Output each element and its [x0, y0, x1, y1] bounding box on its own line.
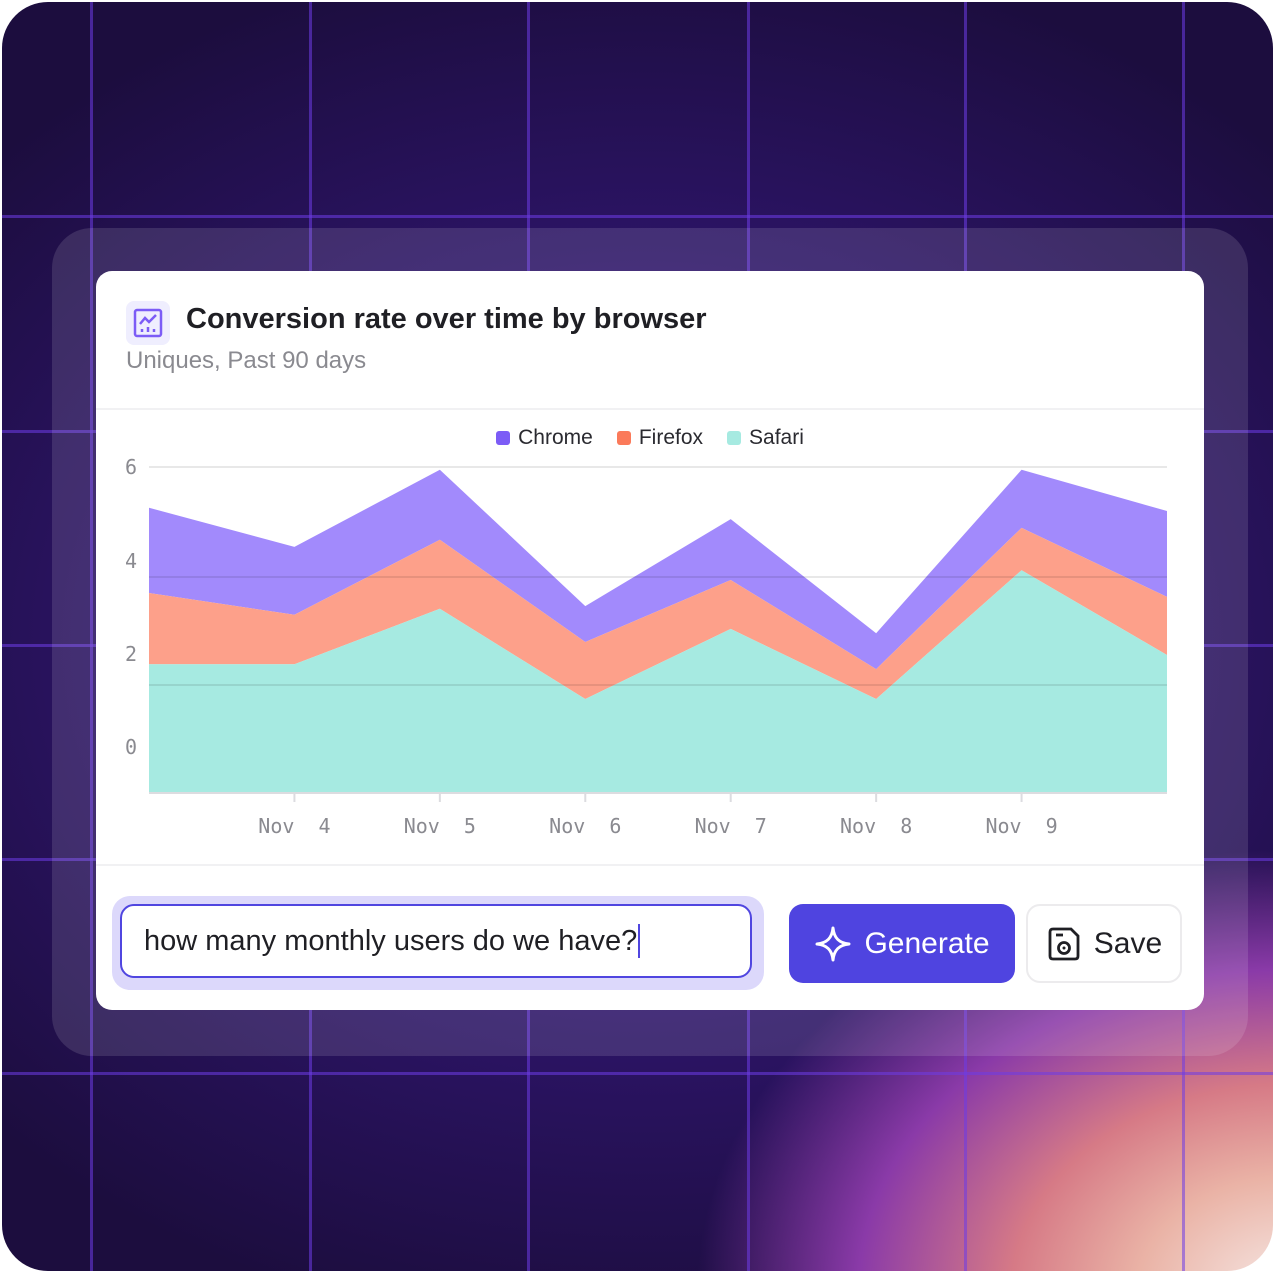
y-tick-label: 2 [125, 642, 137, 666]
save-button[interactable]: Save [1026, 904, 1182, 983]
x-tick-label: Nov 7 [695, 814, 767, 838]
divider [96, 408, 1204, 410]
area-firefox [149, 527, 1167, 700]
legend-swatch [496, 431, 511, 445]
legend-label: Firefox [638, 426, 704, 449]
x-tick-label: Nov 4 [258, 814, 330, 838]
x-tick-label: Nov 6 [549, 814, 621, 838]
line-chart-icon [126, 301, 170, 345]
legend-label: Chrome [518, 426, 593, 449]
generate-button[interactable]: Generate [789, 904, 1015, 983]
y-tick-label: 0 [125, 735, 137, 759]
grid-line [2, 1072, 1273, 1075]
x-tick-label: Nov 5 [404, 814, 476, 838]
x-tick-label: Nov 9 [985, 814, 1057, 838]
x-tick-label: Nov 8 [840, 814, 912, 838]
legend-swatch [616, 431, 631, 445]
grid-line [2, 215, 1273, 218]
query-input[interactable]: how many monthly users do we have? [120, 904, 752, 978]
chart-title: Conversion rate over time by browser [186, 303, 707, 335]
generate-label: Generate [864, 926, 990, 960]
save-label: Save [1093, 926, 1163, 960]
grid-line [90, 2, 93, 1271]
sparkle-icon [815, 926, 851, 961]
divider [96, 864, 1204, 866]
legend: Chrome Firefox Safari [96, 426, 1204, 450]
chart-subtitle: Uniques, Past 90 days [126, 347, 367, 374]
legend-swatch [727, 431, 742, 445]
legend-label: Safari [749, 426, 804, 449]
area-safari [149, 570, 1167, 793]
query-input-value: how many monthly users do we have? [144, 924, 638, 957]
legend-item-firefox[interactable]: Firefox [616, 426, 704, 450]
legend-item-chrome[interactable]: Chrome [496, 426, 593, 450]
y-tick-label: 4 [125, 549, 137, 573]
save-disk-icon [1048, 927, 1080, 960]
y-tick-label: 6 [125, 455, 137, 479]
legend-item-safari[interactable]: Safari [727, 426, 804, 450]
area-chrome [149, 469, 1167, 670]
query-input-focus-ring: how many monthly users do we have? [112, 896, 764, 990]
text-caret [638, 924, 641, 958]
